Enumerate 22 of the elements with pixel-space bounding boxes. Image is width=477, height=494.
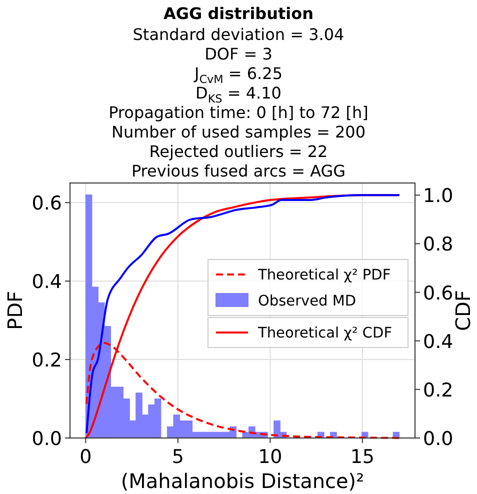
y2-tick-label: 0.4 — [423, 330, 454, 353]
x-tick-label: 10 — [258, 446, 282, 468]
y2-tick-label: 0.6 — [423, 282, 454, 304]
y2-axis-title: CDF — [451, 290, 475, 331]
legend-label: Theoretical χ² CDF — [257, 326, 392, 342]
y2-tick-label: 1.0 — [423, 185, 454, 208]
text: Standard deviation = 3.04 DOF = 3 J$_{CvM}$ = 6.25 D$_{KS}$ = 4.10 Propagation time: 0 [h] to 72 [h] Number of used samples = 200 Rejected outliers = 22 Previous fused arcs = AGG — [108, 25, 368, 180]
y-tick-label: 0.0 — [32, 428, 62, 450]
legend-label: Theoretical χ² PDF — [257, 268, 391, 284]
x-axis-title: (Mahalanobis Distance)² — [120, 469, 364, 493]
x-tick-label: 15 — [350, 446, 375, 468]
y-tick-label: 0.6 — [32, 192, 62, 215]
legend-label: Observed MD — [258, 294, 356, 310]
y2-tick-label: 0.0 — [423, 428, 454, 450]
y2-tick-label: 0.8 — [423, 234, 454, 256]
y-axis-title: PDF — [3, 291, 27, 330]
y-tick-label: 0.4 — [32, 271, 62, 294]
chart-title: AGG distribution — [163, 4, 314, 23]
x-tick-label: 0 — [80, 446, 92, 468]
y2-tick-label: 0.2 — [423, 379, 454, 402]
y-tick-label: 0.2 — [32, 350, 62, 372]
x-tick-label: 5 — [172, 446, 184, 468]
